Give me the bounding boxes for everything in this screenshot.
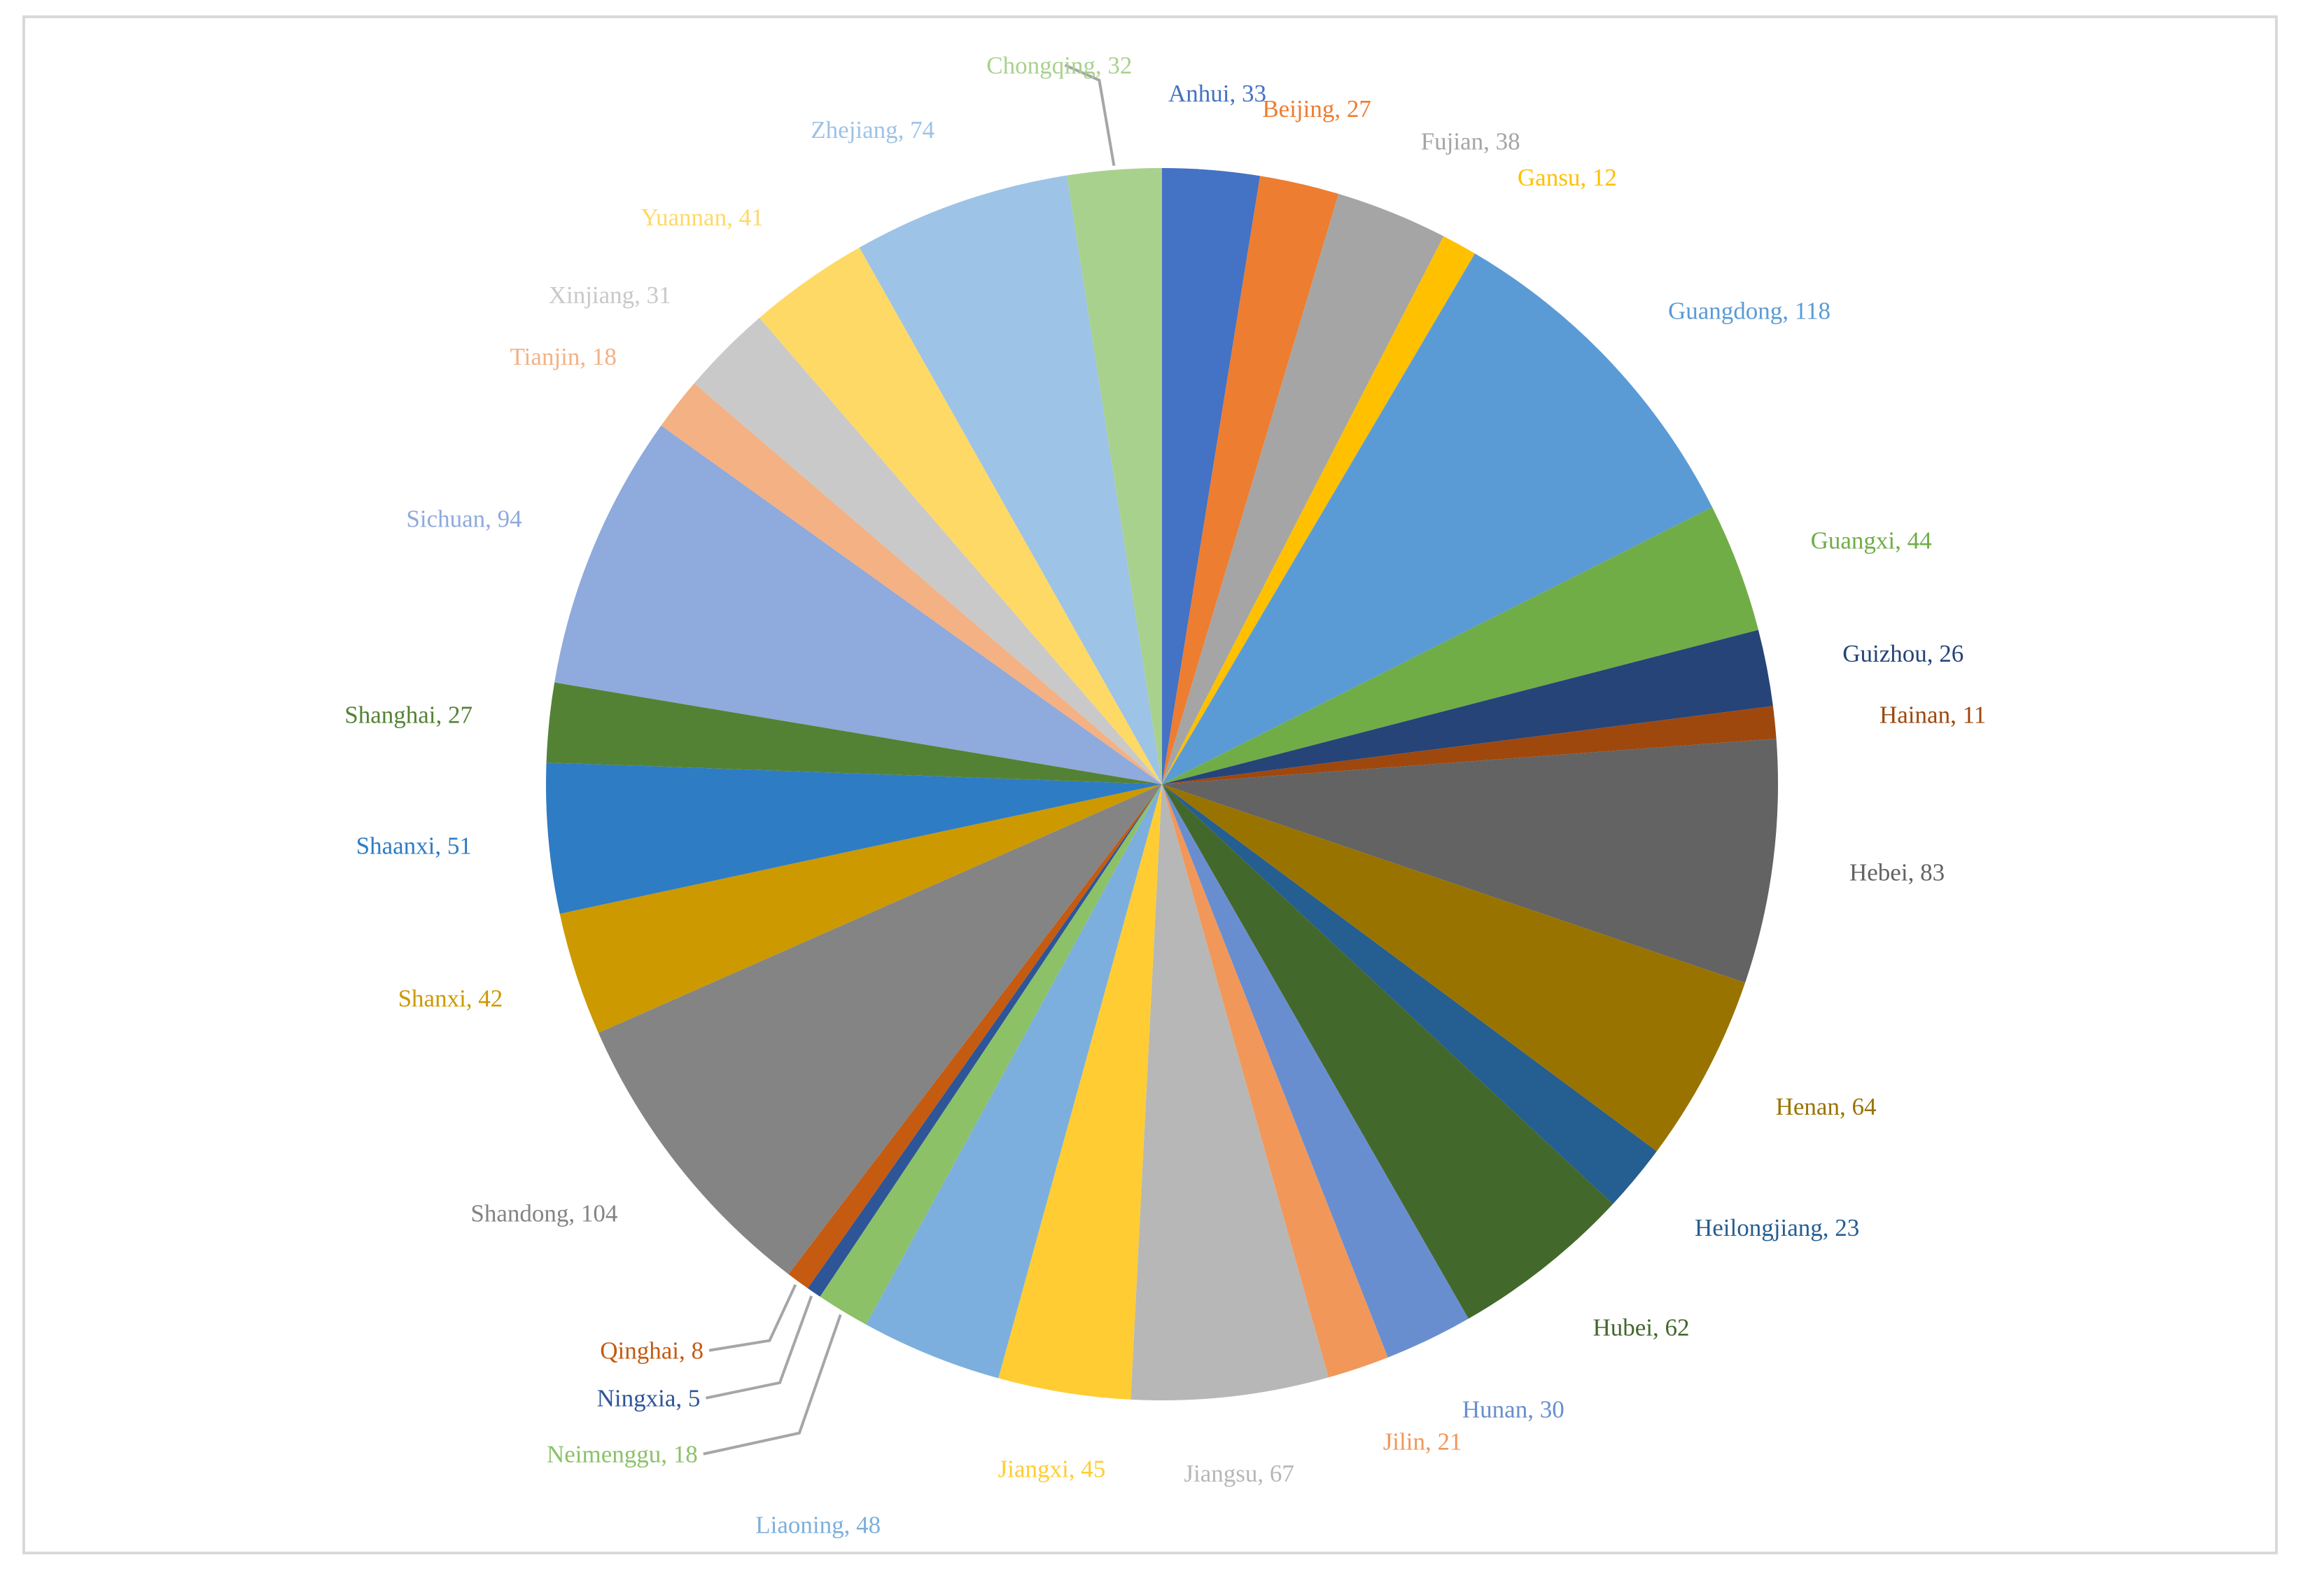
data-label-sichuan: Sichuan, 94 [406, 505, 522, 532]
data-label-fujian: Fujian, 38 [1421, 128, 1520, 155]
pie-slice-henan [1162, 784, 1746, 1152]
data-label-yuannan: Yuannan, 41 [641, 204, 764, 231]
data-label-guizhou: Guizhou, 26 [1842, 640, 1963, 667]
data-label-hubei: Hubei, 62 [1593, 1314, 1690, 1341]
pie-slice-shaanxi [545, 762, 1162, 914]
data-label-ningxia: Ningxia, 5 [597, 1385, 701, 1412]
data-label-jilin: Jilin, 21 [1383, 1428, 1462, 1455]
pie-slice-chongqing [1067, 168, 1162, 784]
data-label-gansu: Gansu, 12 [1518, 164, 1617, 191]
pie-slice-guangxi [1162, 507, 1758, 784]
pie-slice-beijing [1162, 176, 1339, 785]
data-label-shaanxi: Shaanxi, 51 [356, 832, 472, 859]
data-label-heilongjiang: Heilongjiang, 23 [1695, 1214, 1859, 1241]
pie-slice-ningxia [807, 784, 1162, 1297]
data-label-zhejiang: Zhejiang, 74 [811, 116, 934, 144]
pie-slice-sichuan [554, 425, 1162, 784]
pie-slice-zhejiang [859, 175, 1162, 785]
data-label-xinjiang: Xinjiang, 31 [549, 281, 671, 309]
pie-slice-jiangsu [1130, 784, 1329, 1400]
data-label-neimenggu: Neimenggu, 18 [547, 1441, 698, 1468]
leader-line-ningxia [705, 1295, 813, 1400]
pie-slice-hunan [1162, 784, 1469, 1358]
pie-slice-hebei [1162, 739, 1779, 983]
pie-slice-yuannan [759, 247, 1162, 784]
pie-slice-shandong [598, 784, 1162, 1274]
pie-slice-shanghai [546, 682, 1162, 784]
pie-slice-anhui [1162, 168, 1261, 784]
pie-slice-neimenggu [820, 784, 1162, 1325]
data-label-guangxi: Guangxi, 44 [1811, 527, 1932, 555]
data-label-hunan: Hunan, 30 [1462, 1395, 1564, 1423]
data-label-henan: Henan, 64 [1776, 1093, 1877, 1120]
leader-line-neimenggu [703, 1314, 842, 1456]
data-label-hainan: Hainan, 11 [1879, 702, 1986, 729]
pie-slice-guangdong [1162, 253, 1713, 784]
data-label-tianjin: Tianjin, 18 [510, 343, 617, 370]
data-label-shanxi: Shanxi, 42 [398, 985, 503, 1012]
pie-slice-liaoning [866, 784, 1162, 1379]
data-label-shanghai: Shanghai, 27 [344, 702, 472, 729]
data-label-qinghai: Qinghai, 8 [600, 1337, 704, 1365]
pie-slice-jilin [1162, 784, 1388, 1378]
pie-slice-tianjin [661, 383, 1162, 784]
data-label-shandong: Shandong, 104 [470, 1200, 617, 1227]
data-label-liaoning: Liaoning, 48 [755, 1512, 881, 1539]
pie-slice-fujian [1162, 193, 1444, 784]
pie-slice-jiangxi [998, 784, 1162, 1400]
pie-slice-xinjiang [694, 317, 1162, 784]
pie-slice-shanxi [559, 784, 1162, 1033]
data-label-jiangsu: Jiangsu, 67 [1184, 1460, 1294, 1487]
pie-slices [545, 168, 1779, 1400]
leader-lines [703, 64, 1116, 1456]
pie-slice-hubei [1162, 784, 1614, 1319]
data-label-guangdong: Guangdong, 118 [1668, 298, 1830, 325]
data-label-jiangxi: Jiangxi, 45 [998, 1455, 1106, 1482]
leader-line-qinghai [708, 1283, 797, 1352]
data-label-anhui: Anhui, 33 [1168, 80, 1266, 107]
pie-slice-gansu [1162, 236, 1476, 784]
leader-line-chongqing [1064, 64, 1116, 167]
pie-slice-guizhou [1162, 629, 1773, 784]
data-label-beijing: Beijing, 27 [1262, 95, 1371, 123]
pie-slice-qinghai [788, 784, 1162, 1288]
data-label-chongqing: Chongqing, 32 [986, 52, 1132, 79]
data-label-hebei: Hebei, 83 [1849, 859, 1945, 886]
pie-slice-heilongjiang [1162, 784, 1657, 1204]
pie-slice-hainan [1162, 706, 1777, 784]
